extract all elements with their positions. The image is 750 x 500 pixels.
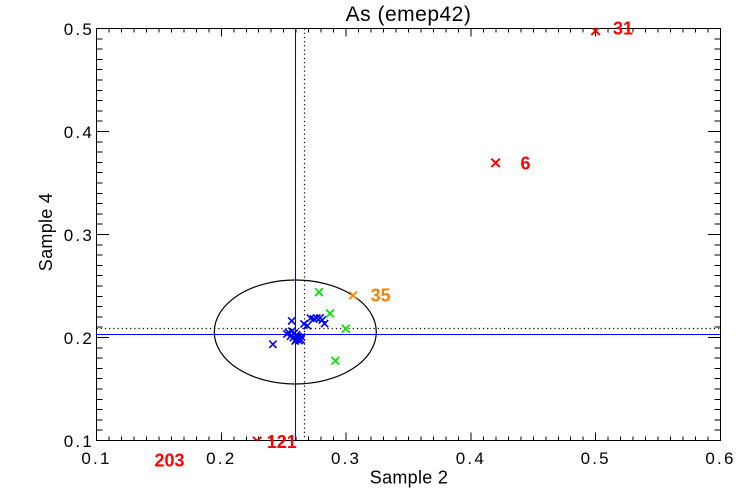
- svg-text:Sample 4: Sample 4: [36, 193, 56, 271]
- svg-text:0.3: 0.3: [331, 449, 361, 468]
- svg-text:203: 203: [154, 451, 184, 471]
- svg-text:0.4: 0.4: [456, 449, 486, 468]
- svg-text:0.6: 0.6: [705, 449, 735, 468]
- svg-text:0.4: 0.4: [64, 123, 94, 142]
- svg-text:0.3: 0.3: [64, 226, 94, 245]
- svg-text:Sample 2: Sample 2: [370, 468, 448, 488]
- svg-text:31: 31: [613, 18, 633, 38]
- svg-text:0.1: 0.1: [64, 432, 94, 451]
- svg-text:0.5: 0.5: [64, 20, 94, 39]
- svg-text:0.2: 0.2: [206, 449, 236, 468]
- svg-text:0.5: 0.5: [581, 449, 611, 468]
- svg-text:121: 121: [267, 432, 297, 452]
- svg-text:As (emep42): As (emep42): [346, 3, 472, 26]
- svg-text:0.1: 0.1: [81, 449, 111, 468]
- svg-text:35: 35: [371, 285, 391, 305]
- svg-text:0.2: 0.2: [64, 329, 94, 348]
- svg-text:6: 6: [520, 153, 530, 173]
